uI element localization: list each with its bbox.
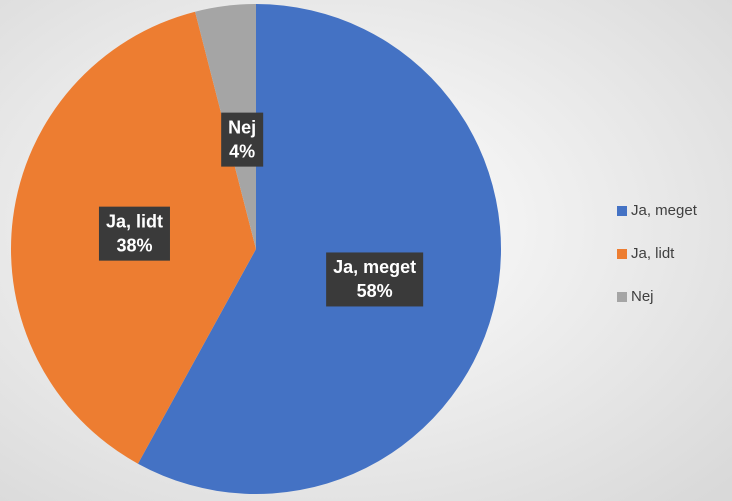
data-label-value: 4%: [229, 141, 255, 161]
data-label-name: Nej: [228, 117, 256, 137]
legend-label: Nej: [631, 288, 654, 305]
data-label-name: Ja, meget: [333, 257, 416, 277]
legend-swatch: [617, 249, 627, 259]
data-label: Ja, meget 58%: [326, 252, 424, 307]
data-label-value: 38%: [116, 235, 152, 255]
data-label-box: [326, 252, 424, 307]
pie-slice: [137, 4, 502, 494]
data-label-name: Ja, lidt: [106, 211, 163, 231]
data-label-box: [98, 206, 170, 261]
legend-label: Ja, meget: [631, 202, 698, 219]
data-label: Ja, lidt 38%: [98, 206, 170, 261]
data-label: Nej 4%: [221, 112, 264, 167]
legend-swatch: [617, 292, 627, 302]
legend-label: Ja, lidt: [631, 245, 675, 262]
data-label-value: 58%: [357, 281, 393, 301]
legend-swatch: [617, 206, 627, 216]
data-label-box: [221, 112, 264, 167]
